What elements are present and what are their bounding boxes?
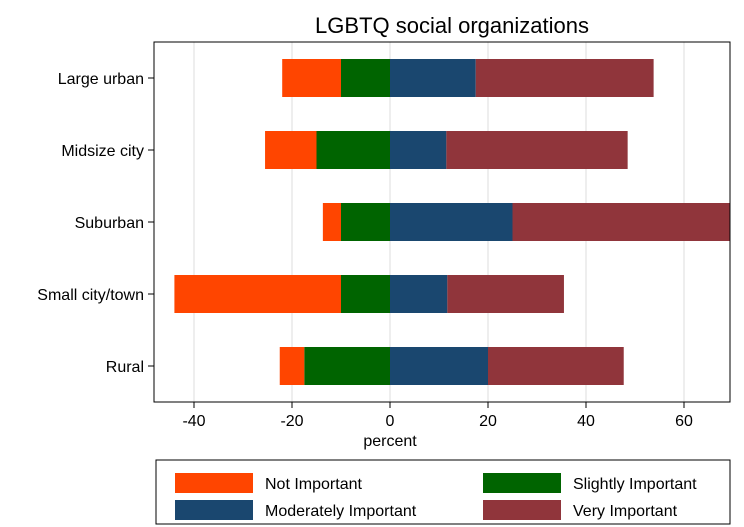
bar-slightly-important bbox=[316, 131, 390, 169]
x-tick-label: 60 bbox=[675, 413, 693, 430]
category-label: Small city/town bbox=[37, 287, 144, 304]
bar-very-important bbox=[488, 347, 624, 385]
bar-moderately-important bbox=[390, 131, 447, 169]
legend-swatch bbox=[175, 500, 253, 520]
bar-not-important bbox=[279, 347, 305, 385]
x-axis-label: percent bbox=[363, 433, 417, 450]
bar-not-important bbox=[174, 275, 341, 313]
x-tick-label: 40 bbox=[577, 413, 595, 430]
bars bbox=[174, 59, 730, 385]
legend-label: Moderately Important bbox=[265, 503, 417, 520]
bar-very-important bbox=[446, 131, 628, 169]
bar-slightly-important bbox=[341, 275, 390, 313]
bar-slightly-important bbox=[341, 203, 390, 241]
legend-swatch bbox=[483, 500, 561, 520]
x-tick-label: -20 bbox=[280, 413, 303, 430]
legend-label: Not Important bbox=[265, 476, 362, 493]
bar-very-important bbox=[475, 59, 654, 97]
category-label: Midsize city bbox=[61, 143, 144, 160]
bar-very-important bbox=[512, 203, 730, 241]
legend-swatch bbox=[483, 473, 561, 493]
bar-moderately-important bbox=[390, 59, 476, 97]
category-label: Rural bbox=[106, 359, 144, 376]
bar-not-important bbox=[322, 203, 341, 241]
legend-label: Slightly Important bbox=[573, 476, 697, 493]
bar-moderately-important bbox=[390, 203, 513, 241]
category-label: Suburban bbox=[75, 215, 144, 232]
legend-items: Not Important Slightly Important Moderatel… bbox=[175, 473, 697, 520]
legend-label: Very Important bbox=[573, 503, 678, 520]
bar-slightly-important bbox=[341, 59, 390, 97]
chart-title: LGBTQ social organizations bbox=[315, 13, 589, 38]
bar-not-important bbox=[265, 131, 317, 169]
bar-moderately-important bbox=[390, 275, 448, 313]
x-tick-label: 20 bbox=[479, 413, 497, 430]
category-labels: Large urban Midsize city Suburban Small cit… bbox=[37, 71, 154, 376]
bar-very-important bbox=[447, 275, 564, 313]
legend-swatch bbox=[175, 473, 253, 493]
x-tick-label: -40 bbox=[182, 413, 205, 430]
category-label: Large urban bbox=[58, 71, 144, 88]
bar-not-important bbox=[282, 59, 341, 97]
legend: Not Important Slightly Important Moderatel… bbox=[155, 459, 731, 525]
bar-moderately-important bbox=[390, 347, 488, 385]
x-axis: -40 -20 0 20 40 60 bbox=[182, 402, 693, 430]
bar-slightly-important bbox=[304, 347, 390, 385]
x-tick-label: 0 bbox=[386, 413, 395, 430]
